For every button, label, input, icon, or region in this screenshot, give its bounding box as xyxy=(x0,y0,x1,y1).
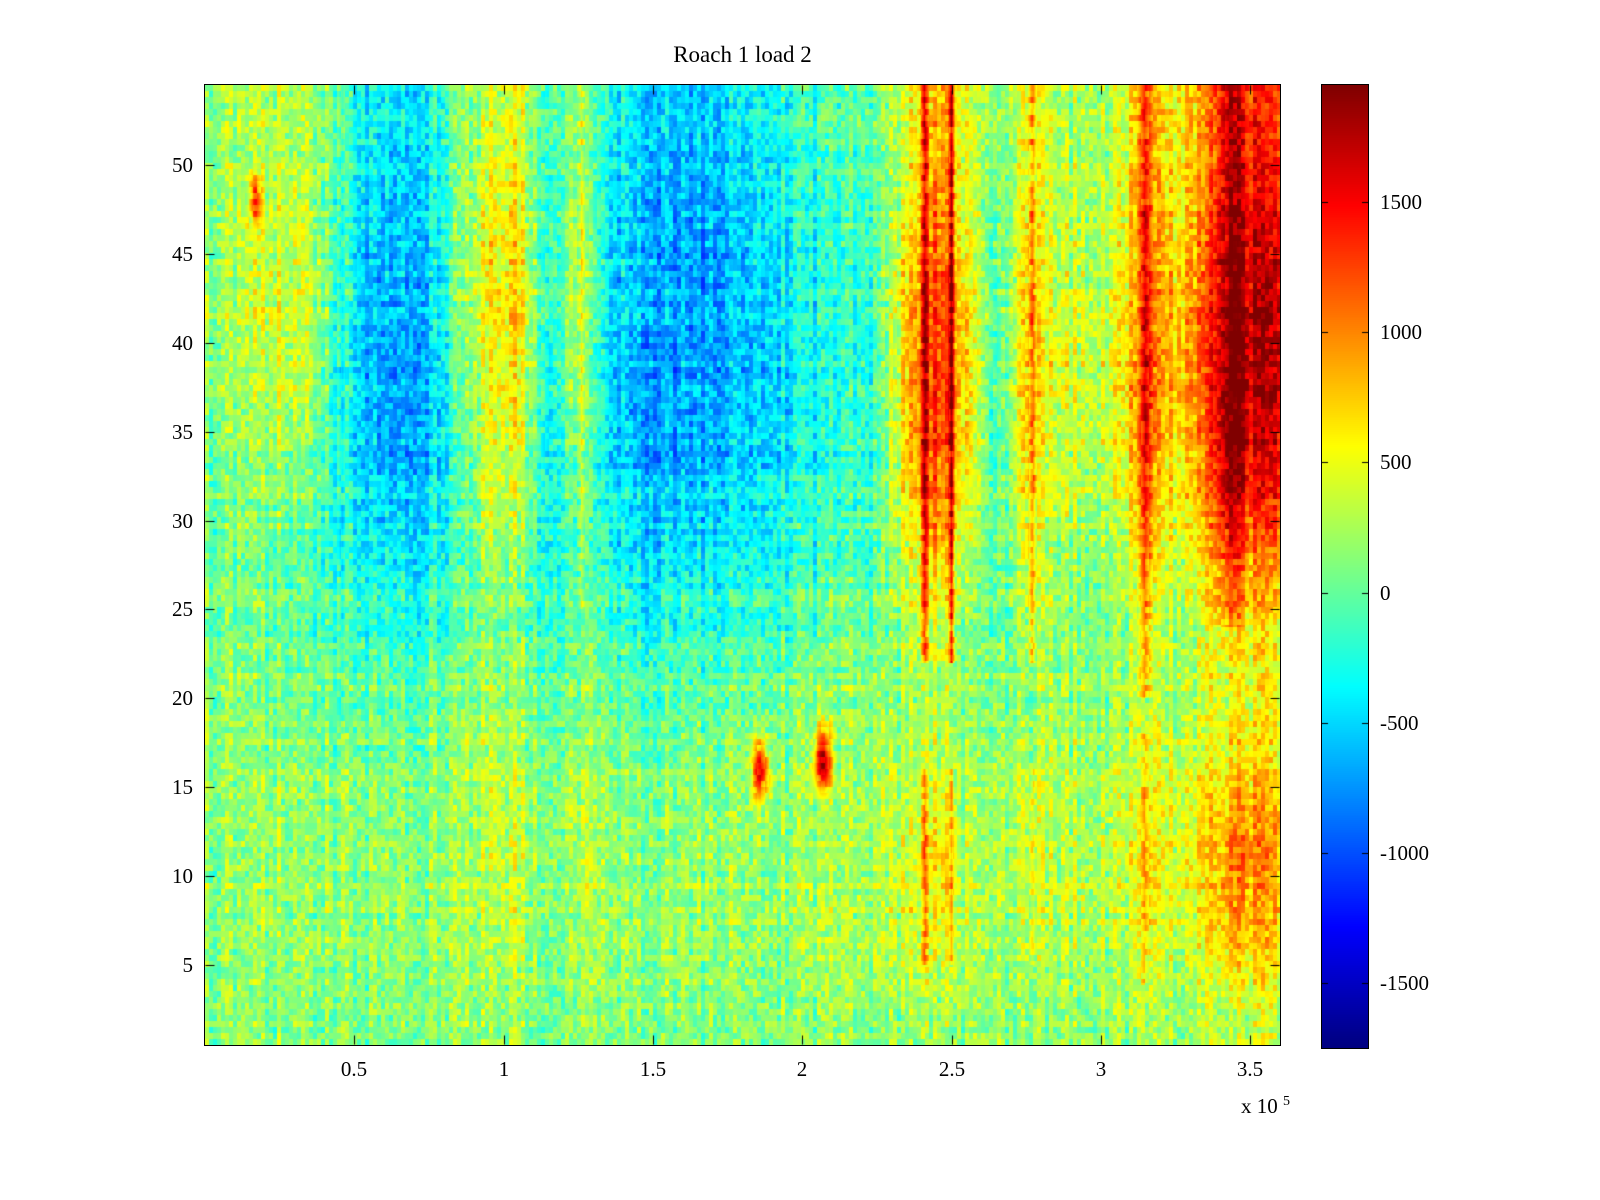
x-tick-label: 1.5 xyxy=(639,1057,667,1081)
y-tick-label: 10 xyxy=(172,864,193,888)
y-tick-label: 25 xyxy=(172,597,193,621)
y-tick-label: 35 xyxy=(172,420,193,444)
colorbar-tick-label: 500 xyxy=(1380,450,1412,474)
heatmap-canvas xyxy=(204,84,1281,1046)
colorbar-tick-label: 1000 xyxy=(1380,320,1422,344)
colorbar-tick-label: -1500 xyxy=(1380,971,1429,995)
exponent-prefix: x 10 xyxy=(1241,1094,1278,1118)
colorbar-tick-label: -1000 xyxy=(1380,841,1429,865)
x-tick-label: 2 xyxy=(796,1057,808,1081)
y-tick-label: 40 xyxy=(172,331,193,355)
y-tick-label: 50 xyxy=(172,153,193,177)
chart-title: Roach 1 load 2 xyxy=(673,42,812,67)
x-tick-label: 1 xyxy=(498,1057,510,1081)
x-tick-label: 3.5 xyxy=(1236,1057,1264,1081)
colorbar-tick-label: 0 xyxy=(1380,581,1391,605)
y-tick-label: 30 xyxy=(172,509,193,533)
colorbar-canvas xyxy=(1321,84,1369,1049)
x-tick-label: 0.5 xyxy=(340,1057,368,1081)
x-tick-label: 2.5 xyxy=(938,1057,966,1081)
y-tick-label: 15 xyxy=(172,775,193,799)
y-tick-label: 5 xyxy=(182,953,194,977)
y-tick-label: 45 xyxy=(172,242,193,266)
x-axis-exponent-label: x 10 5 xyxy=(1150,1094,1290,1119)
y-tick-label: 20 xyxy=(172,686,193,710)
x-tick-label: 3 xyxy=(1095,1057,1107,1081)
colorbar-tick-label: 1500 xyxy=(1380,190,1422,214)
exponent-value: 5 xyxy=(1283,1094,1290,1109)
colorbar-tick-label: -500 xyxy=(1380,711,1419,735)
